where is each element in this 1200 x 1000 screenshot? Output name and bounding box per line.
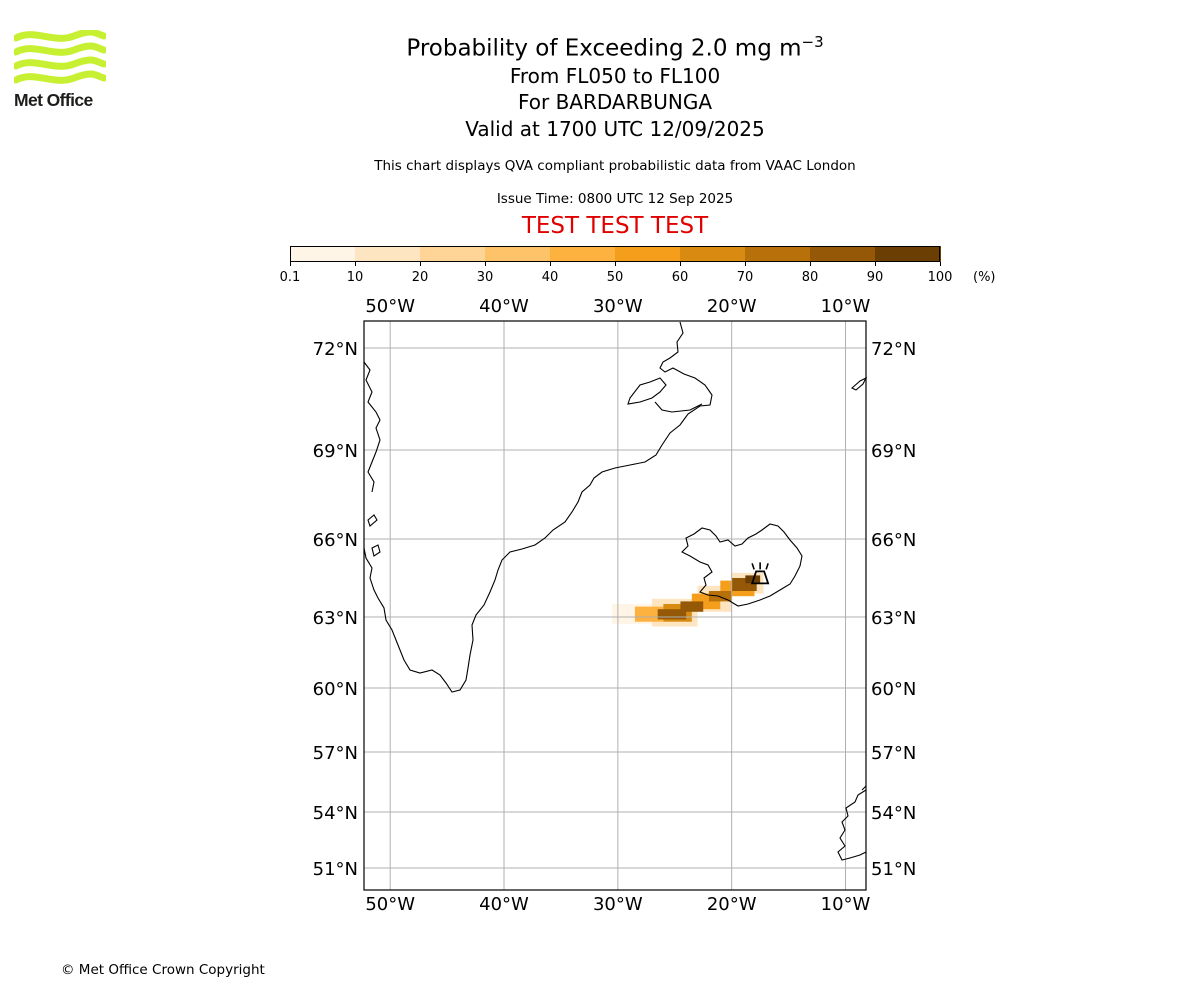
colorbar-tick [875,262,876,266]
longitude-label-top: 30°W [593,296,643,317]
issue-time: Issue Time: 0800 UTC 12 Sep 2025 [496,191,734,207]
graticule [364,321,866,890]
ash-plume [612,572,764,627]
colorbar-swatch [875,246,941,262]
volcano-plume-lines [751,562,769,570]
latitude-label-right: 51°N [871,859,916,880]
colorbar-tick-label: 30 [476,270,494,285]
longitude-label-bottom: 40°W [479,894,529,915]
colorbar-tick [420,262,421,266]
test-banner: TEST TEST TEST [521,213,709,239]
colorbar-tick [550,262,551,266]
logo-wave [14,70,106,84]
map-frame [363,320,867,891]
colorbar-tick [485,262,486,266]
greenland-fjord [627,377,667,405]
logo-text: Met Office [14,90,93,110]
plume-cell [680,601,704,612]
latitude-label-left: 54°N [313,803,358,824]
logo-wave [14,56,106,70]
colorbar-tick-label: 70 [736,270,754,285]
title-text: Probability of Exceeding 2.0 mg m [406,35,802,62]
logo-wave [14,42,106,56]
colorbar-swatch [745,246,811,262]
colorbar-tick-label: 10 [346,270,364,285]
latitude-label-right: 60°N [871,679,916,700]
latitude-label-right: 72°N [871,339,916,360]
latitude-label-left: 57°N [313,743,358,764]
colorbar-swatch [420,246,486,262]
jan-mayen-coastline [851,376,868,391]
longitude-label-top: 40°W [479,296,529,317]
longitude-label-bottom: 20°W [707,894,757,915]
colorbar-swatch [550,246,616,262]
latitude-label-left: 66°N [313,530,358,551]
latitude-label-right: 63°N [871,608,916,629]
colorbar-tick [290,262,291,266]
met-office-logo-icon [14,30,106,84]
colorbar-swatch [485,246,551,262]
colorbar-frame [290,246,940,262]
greenland-island [371,544,381,557]
subtitle-volcano: For BARDARBUNGA [517,90,713,114]
greenland-coastline [363,321,713,693]
colorbar-tick [745,262,746,266]
latitude-label-right: 66°N [871,530,916,551]
longitude-label-bottom: 50°W [365,894,415,915]
title-superscript: −3 [801,33,824,51]
colorbar-tick-label: 80 [801,270,819,285]
greenland-fjord [654,401,703,413]
colorbar-tick-label: 50 [606,270,624,285]
description: This chart displays QVA compliant probab… [374,158,856,174]
copyright: © Met Office Crown Copyright [61,962,265,978]
latitude-label-left: 72°N [313,339,358,360]
colorbar-tick-label: 90 [866,270,884,285]
latitude-label-right: 57°N [871,743,916,764]
uk-coastline [861,785,867,791]
colorbar-tick-label: 20 [411,270,429,285]
colorbar-tick-label: 0.1 [279,270,301,285]
colorbar-tick [355,262,356,266]
plume-cell [634,606,664,622]
axis-labels: 50°W 50°W 40°W 40°W 30°W 30°W 20°W 20°W 10°W 10°W… [313,296,917,915]
ireland-coastline [837,789,867,861]
latitude-label-left: 51°N [313,859,358,880]
longitude-label-bottom: 10°W [821,894,871,915]
colorbar-tick-label: 60 [671,270,689,285]
latitude-label-right: 69°N [871,441,916,462]
colorbar-tick [615,262,616,266]
greenland-island [367,514,378,527]
longitude-label-top: 10°W [821,296,871,317]
longitude-label-top: 50°W [365,296,415,317]
iceland-coastline [681,523,803,607]
chart-title: Probability of Exceeding 2.0 mg m−3 [0,27,1200,64]
colorbar-tick [810,262,811,266]
colorbar-swatch [355,246,421,262]
plume-cell [708,591,732,602]
latitude-label-left: 69°N [313,441,358,462]
longitude-label-top: 20°W [707,296,757,317]
volcano-icon [750,562,770,585]
colorbar-tick-label: 100 [927,270,953,285]
colorbar-swatch [290,246,356,262]
greenland-west-coast [363,361,381,493]
latitude-label-right: 54°N [871,803,916,824]
colorbar-tick [680,262,681,266]
longitude-label-bottom: 30°W [593,894,643,915]
colorbar-swatch [680,246,746,262]
colorbar-swatch [810,246,876,262]
subtitle-valid: Valid at 1700 UTC 12/09/2025 [465,117,765,141]
volcano-cone [750,570,770,585]
colorbar-tick [940,262,941,266]
subtitle-levels: From FL050 to FL100 [509,64,721,88]
coastlines [363,321,868,861]
logo-wave [14,30,106,42]
latitude-label-left: 63°N [313,608,358,629]
colorbar-swatch [615,246,681,262]
plume-cell [657,609,687,620]
colorbar-unit: (%) [973,270,996,285]
latitude-label-left: 60°N [313,679,358,700]
colorbar-tick-label: 40 [541,270,559,285]
